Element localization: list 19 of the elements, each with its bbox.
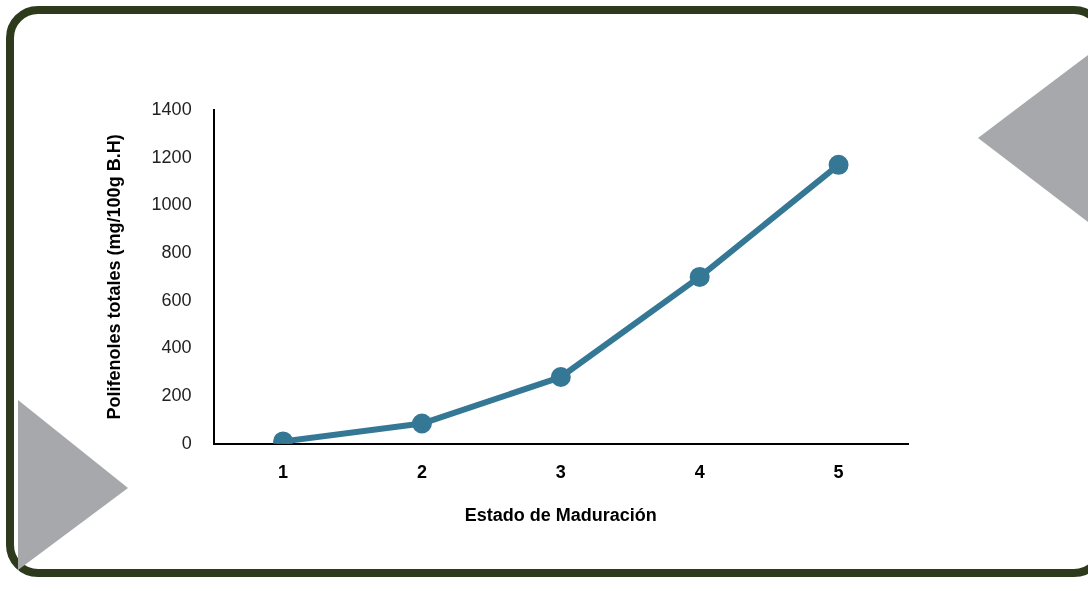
x-axis-title: Estado de Maduración — [464, 505, 657, 526]
y-tick-label: 600 — [161, 289, 192, 310]
y-axis-title: Polifenoles totales (mg/100g B.H) — [103, 134, 124, 420]
y-tick-label: 0 — [181, 432, 192, 453]
point — [411, 413, 432, 434]
y-tick-label: 200 — [161, 385, 192, 406]
point — [689, 266, 710, 287]
point — [550, 367, 571, 388]
x-tick-label: 5 — [833, 461, 844, 482]
y-tick-label: 800 — [161, 242, 192, 263]
point — [828, 154, 849, 175]
y-tick-label: 1000 — [151, 194, 192, 215]
x-tick-label: 1 — [278, 461, 289, 482]
x-tick-label: 3 — [555, 461, 566, 482]
y-tick-label: 400 — [161, 337, 192, 358]
y-tick-label: 1200 — [151, 146, 192, 167]
x-tick-label: 2 — [416, 461, 427, 482]
y-tick-label: 1400 — [151, 98, 192, 119]
x-tick-label: 4 — [694, 461, 705, 482]
